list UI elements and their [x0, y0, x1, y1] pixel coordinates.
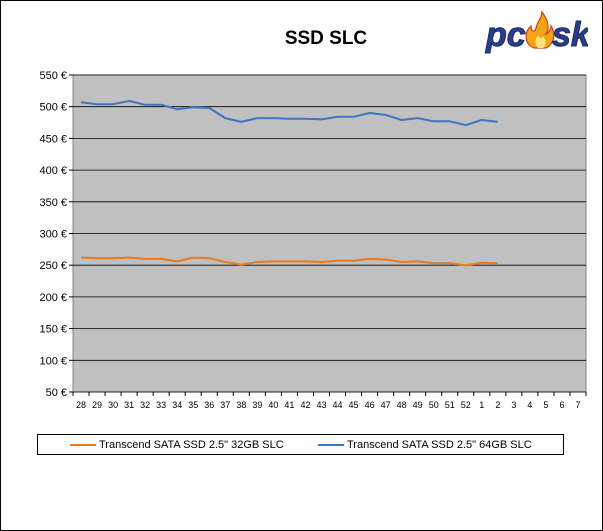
legend-item-32gb: Transcend SATA SSD 2.5" 32GB SLC	[70, 437, 284, 452]
x-tick-label: 31	[124, 400, 134, 410]
x-tick-label: 41	[284, 400, 294, 410]
series-line-0	[80, 256, 498, 267]
x-tick-label: 28	[76, 400, 86, 410]
x-tick-label: 38	[236, 400, 246, 410]
x-tick-label: 50	[429, 400, 439, 410]
x-tick-label: 39	[252, 400, 262, 410]
y-tick-label: 450 €	[39, 133, 67, 145]
y-tick-label: 550 €	[39, 70, 67, 82]
x-tick-label: 42	[300, 400, 310, 410]
x-tick-label: 43	[316, 400, 326, 410]
y-tick-label: 500 €	[39, 102, 67, 114]
x-tick-label: 5	[543, 400, 548, 410]
x-axis-ticks: 28 29 30 31 32 33 34 35 36 37 38 39 40 41 42 43 44 45 46 47…	[72, 392, 587, 410]
series-line-1	[80, 100, 498, 127]
y-tick-label: 100 €	[39, 355, 67, 367]
x-tick-label: 46	[365, 400, 375, 410]
x-tick-label: 34	[172, 400, 182, 410]
x-tick-label: 1	[479, 400, 484, 410]
legend-swatch-64gb	[318, 443, 344, 446]
pcisk-logo: pc sk	[484, 8, 592, 58]
x-tick-label: 35	[188, 400, 198, 410]
x-tick-label: 4	[527, 400, 532, 410]
legend-label-64gb: Transcend SATA SSD 2.5" 64GB SLC	[347, 438, 532, 451]
x-tick-label: 47	[381, 400, 391, 410]
x-tick-label: 40	[268, 400, 278, 410]
y-tick-label: 250 €	[39, 260, 67, 272]
svg-text:pc: pc	[485, 16, 526, 54]
x-tick-label: 32	[140, 400, 150, 410]
y-tick-label: 300 €	[39, 229, 67, 241]
chart-title: SSD SLC	[284, 28, 368, 49]
x-tick-label: 49	[413, 400, 423, 410]
x-tick-label: 30	[108, 400, 118, 410]
legend-label-32gb: Transcend SATA SSD 2.5" 32GB SLC	[99, 438, 284, 451]
y-tick-label: 350 €	[39, 197, 67, 209]
x-tick-label: 33	[156, 400, 166, 410]
legend-swatch-32gb	[70, 443, 96, 446]
x-tick-label: 7	[575, 400, 580, 410]
x-tick-label: 3	[511, 400, 516, 410]
x-tick-label: 36	[204, 400, 214, 410]
x-tick-label: 52	[461, 400, 471, 410]
legend: Transcend SATA SSD 2.5" 32GB SLC Transce…	[37, 434, 564, 455]
x-tick-label: 2	[495, 400, 500, 410]
x-tick-label: 48	[397, 400, 407, 410]
y-axis-ticks: 50 € 100 € 150 € 200 € 250 € 300 € 350 € 400 € 4…	[39, 70, 73, 399]
series-lines	[80, 100, 498, 267]
y-tick-label: 400 €	[39, 165, 67, 177]
x-tick-label: 29	[92, 400, 102, 410]
gridlines	[73, 74, 586, 393]
svg-text:sk: sk	[552, 16, 588, 54]
x-tick-label: 51	[445, 400, 455, 410]
y-tick-label: 50 €	[46, 387, 67, 399]
y-tick-label: 200 €	[39, 292, 67, 304]
x-tick-label: 6	[559, 400, 564, 410]
x-tick-label: 45	[349, 400, 359, 410]
legend-item-64gb: Transcend SATA SSD 2.5" 64GB SLC	[318, 437, 532, 452]
x-tick-label: 37	[220, 400, 230, 410]
x-tick-label: 44	[333, 400, 343, 410]
y-tick-label: 150 €	[39, 324, 67, 336]
